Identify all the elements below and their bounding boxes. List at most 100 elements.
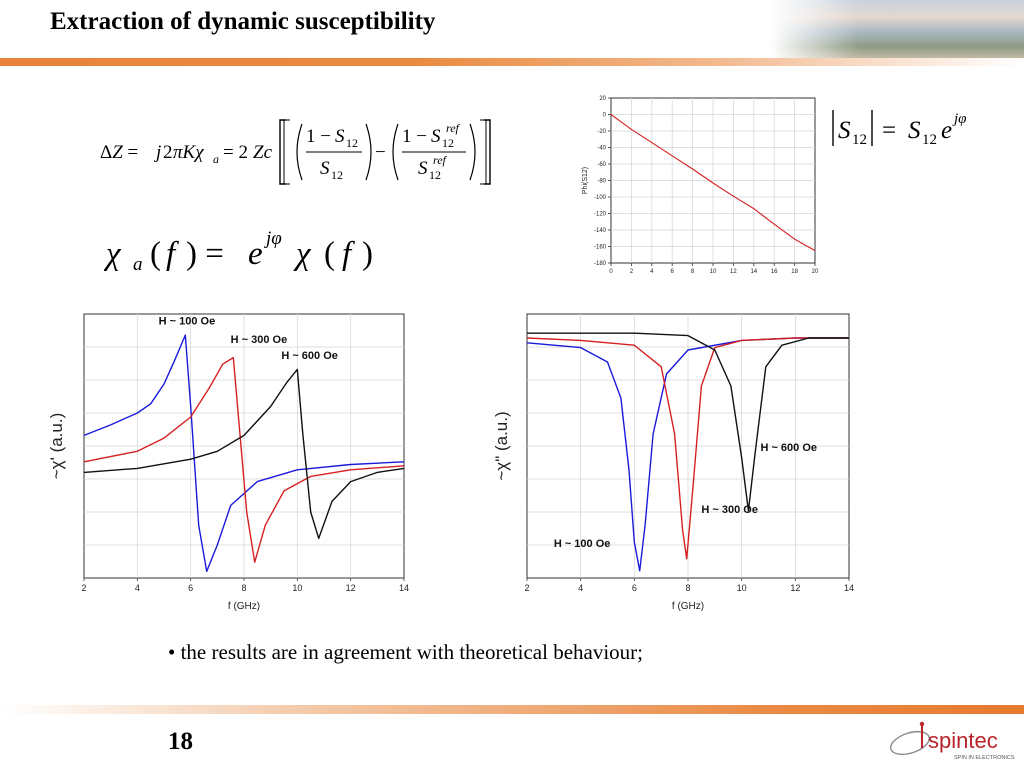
- svg-text:a: a: [133, 254, 143, 275]
- svg-text:S: S: [838, 117, 851, 144]
- svg-text:ΔZ =: ΔZ =: [100, 142, 138, 163]
- svg-text:12: 12: [442, 136, 454, 150]
- svg-text:12: 12: [346, 136, 358, 150]
- svg-text:S: S: [335, 126, 345, 147]
- series-label: H ~ 300 Oe: [231, 334, 288, 346]
- svg-text:jφ: jφ: [263, 228, 282, 249]
- x-tick-label: 20: [812, 269, 819, 275]
- equation-transmission-svg: S 12 = S 12 e jφ: [828, 100, 998, 148]
- svg-text:Zc: Zc: [253, 142, 273, 163]
- logo-tagline: SPIN IN ELECTRONICS: [954, 755, 1015, 761]
- x-tick-label: 18: [791, 269, 798, 275]
- x-tick-label: 14: [750, 269, 757, 275]
- page-number: 18: [168, 728, 193, 756]
- x-tick-label: 6: [188, 583, 193, 593]
- svg-text:1 −: 1 −: [402, 126, 427, 147]
- series-label: H ~ 600 Oe: [281, 350, 338, 362]
- x-axis-label: f (GHz): [672, 601, 704, 612]
- x-tick-label: 12: [346, 583, 356, 593]
- x-tick-label: 16: [771, 269, 778, 275]
- svg-text:j: j: [153, 142, 161, 163]
- x-tick-label: 6: [671, 269, 675, 275]
- y-tick-label: -20: [597, 129, 606, 135]
- chi-real-chart: 2 4 6 8 10 12 14 f (GHz) ~χ' (a.u.) H ~ 100 Oe H ~…: [40, 308, 420, 620]
- x-tick-label: 4: [135, 583, 140, 593]
- x-tick-label: 4: [650, 269, 654, 275]
- x-tick-label: 10: [292, 583, 302, 593]
- svg-text:12: 12: [852, 132, 867, 148]
- svg-text:) =: ) =: [186, 236, 224, 272]
- svg-text:= 2: = 2: [223, 142, 248, 163]
- svg-text:2: 2: [163, 142, 173, 163]
- x-tick-label: 8: [691, 269, 695, 275]
- svg-text:f: f: [342, 236, 355, 272]
- y-tick-label: -160: [594, 245, 607, 251]
- bullet-conclusion: • the results are in agreement with theo…: [168, 640, 643, 665]
- svg-text:S: S: [431, 126, 441, 147]
- equation-impedance-svg: ΔZ = j 2 πKχ a = 2 Zc 1 − S 12 S 12: [96, 112, 496, 190]
- x-tick-label: 8: [241, 583, 246, 593]
- series-label: H ~ 100 Oe: [554, 538, 611, 550]
- x-tick-label: 10: [710, 269, 717, 275]
- x-tick-label: 8: [685, 583, 690, 593]
- x-tick-label: 0: [609, 269, 613, 275]
- svg-text:ref: ref: [446, 121, 461, 135]
- x-tick-label: 2: [524, 583, 529, 593]
- series-label: H ~ 100 Oe: [159, 316, 216, 328]
- svg-text:e: e: [941, 117, 952, 144]
- svg-text:(: (: [150, 236, 161, 272]
- y-tick-label: -80: [597, 179, 606, 185]
- svg-text:e: e: [248, 236, 263, 272]
- svg-text:): ): [362, 236, 373, 272]
- x-tick-label: 4: [578, 583, 583, 593]
- x-tick-label: 2: [630, 269, 634, 275]
- svg-text:1 −: 1 −: [306, 126, 331, 147]
- equation-transmission: S 12 = S 12 e jφ: [828, 100, 998, 148]
- equation-susceptibility: χ a ( f ) = e jφ χ ( f ): [104, 224, 404, 276]
- y-tick-label: -100: [594, 195, 607, 201]
- equation-susceptibility-svg: χ a ( f ) = e jφ χ ( f ): [104, 224, 404, 276]
- spintec-logo: spintec SPIN IN ELECTRONICS: [888, 718, 1018, 764]
- header-banner-image: [770, 0, 1024, 58]
- svg-text:12: 12: [429, 168, 441, 182]
- svg-text:f: f: [166, 236, 179, 272]
- y-tick-label: -180: [594, 261, 607, 267]
- footer-rule: [0, 705, 1024, 714]
- x-tick-label: 6: [632, 583, 637, 593]
- svg-text:(: (: [324, 236, 335, 272]
- x-tick-label: 12: [730, 269, 737, 275]
- svg-text:S: S: [320, 158, 330, 179]
- y-tick-label: -60: [597, 162, 606, 168]
- x-tick-label: 14: [844, 583, 854, 593]
- slide-title: Extraction of dynamic susceptibility: [50, 8, 435, 36]
- svg-text:a: a: [213, 152, 219, 166]
- svg-text:S: S: [418, 158, 428, 179]
- y-tick-label: -140: [594, 228, 607, 234]
- x-tick-label: 2: [81, 583, 86, 593]
- x-axis-label: f (GHz): [228, 601, 260, 612]
- y-tick-label: 0: [603, 113, 607, 119]
- svg-text:ref: ref: [433, 153, 448, 167]
- series-label: H ~ 600 Oe: [760, 442, 817, 454]
- svg-text:12: 12: [922, 132, 937, 148]
- svg-text:=: =: [882, 117, 896, 144]
- logo-wordmark: spintec: [928, 728, 998, 753]
- equation-impedance: ΔZ = j 2 πKχ a = 2 Zc 1 − S 12 S 12: [96, 112, 496, 190]
- svg-text:χ: χ: [104, 236, 122, 272]
- y-tick-label: 20: [599, 96, 606, 102]
- svg-text:−: −: [375, 142, 386, 163]
- header-rule: [0, 58, 1024, 66]
- y-axis-label: ~χ' (a.u.): [47, 413, 66, 480]
- x-tick-label: 10: [737, 583, 747, 593]
- y-tick-label: -120: [594, 212, 607, 218]
- svg-text:S: S: [908, 117, 921, 144]
- x-tick-label: 14: [399, 583, 409, 593]
- svg-text:12: 12: [331, 168, 343, 182]
- svg-text:χ: χ: [293, 236, 312, 272]
- chi-real-chart-svg: 2 4 6 8 10 12 14 f (GHz) ~χ' (a.u.) H ~ 100 Oe H ~…: [40, 308, 420, 620]
